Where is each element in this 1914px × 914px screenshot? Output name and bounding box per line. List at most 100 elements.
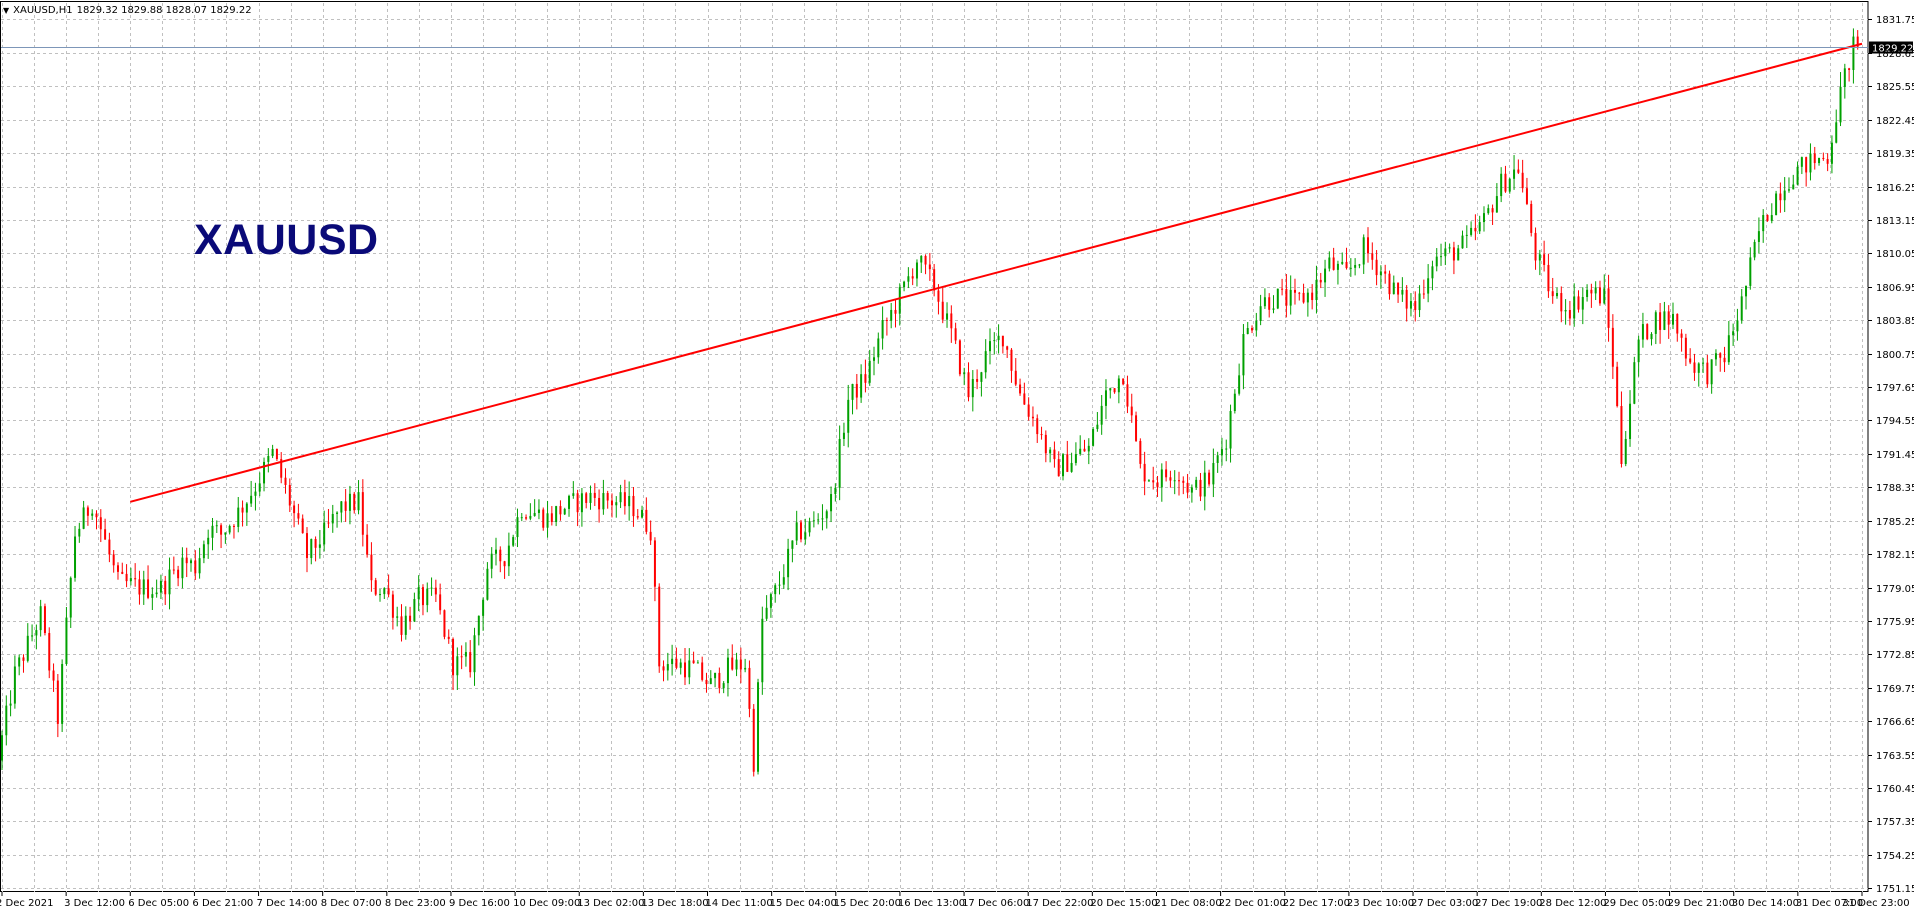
candle-body — [1298, 292, 1301, 294]
candle-body — [1676, 313, 1679, 334]
price-tick-label: 1810.05 — [1876, 249, 1914, 260]
candle-body — [374, 580, 377, 595]
candle — [572, 481, 575, 499]
candle-body — [1822, 157, 1825, 160]
candle-body — [666, 664, 669, 671]
candle — [1457, 244, 1460, 261]
candle — [69, 576, 72, 628]
candle — [645, 497, 648, 535]
candle — [1719, 352, 1722, 372]
candle-body — [817, 519, 820, 521]
candle-body — [1775, 193, 1778, 216]
candle-body — [91, 513, 94, 516]
candle-body — [275, 448, 278, 460]
candle — [675, 647, 678, 670]
candle-body — [1220, 449, 1223, 456]
candle — [1470, 221, 1473, 237]
candle — [748, 660, 751, 718]
candle — [48, 627, 51, 679]
candle — [1581, 287, 1584, 325]
candle — [9, 690, 12, 717]
candle-body — [1371, 253, 1374, 260]
candle-body — [602, 493, 605, 510]
candle-body — [589, 492, 592, 503]
candle — [619, 484, 622, 509]
candle — [782, 564, 785, 589]
candle — [881, 306, 884, 350]
candle — [336, 511, 339, 528]
triangle-down-icon[interactable]: ▼ — [3, 6, 10, 15]
candle — [855, 373, 858, 410]
candle — [1036, 414, 1039, 443]
candle-body — [263, 461, 266, 484]
candle — [774, 583, 777, 603]
candle — [331, 504, 334, 533]
candle — [864, 359, 867, 393]
candle — [920, 255, 923, 273]
candle — [340, 501, 343, 523]
candle — [812, 511, 815, 528]
candle — [825, 509, 828, 529]
candle-body — [842, 432, 845, 439]
candle-body — [9, 703, 12, 706]
price-tick-label: 1775.95 — [1876, 617, 1914, 628]
candle — [168, 557, 171, 610]
candle-body — [1066, 454, 1069, 472]
time-tick-label: 15 Dec 04:00 — [770, 898, 837, 909]
candle-body — [739, 659, 742, 670]
candle-body — [1345, 261, 1348, 269]
trend-layer[interactable] — [130, 42, 1863, 503]
candle-body — [18, 657, 21, 667]
candle-body — [1053, 449, 1056, 460]
candle — [499, 546, 502, 573]
candle — [159, 574, 162, 600]
candle-body — [782, 577, 785, 585]
candle-body — [924, 255, 927, 265]
candle — [580, 487, 583, 527]
candle — [1547, 253, 1550, 298]
candle — [1564, 299, 1567, 325]
candle-body — [353, 493, 356, 511]
candle-body — [997, 335, 1000, 341]
candle-body — [323, 522, 326, 545]
candle-body — [207, 537, 210, 545]
candle — [1624, 431, 1627, 467]
candle-body — [1392, 282, 1395, 295]
candle-body — [1783, 190, 1786, 201]
candle — [177, 565, 180, 587]
candle — [1208, 469, 1211, 487]
candle-body — [366, 534, 369, 555]
candle — [1130, 393, 1133, 423]
candle-body — [1173, 480, 1176, 482]
candle — [108, 532, 111, 563]
candle-body — [1848, 68, 1851, 71]
candle — [868, 349, 871, 386]
candle-body — [22, 657, 25, 661]
candle — [1775, 190, 1778, 216]
trendline[interactable] — [130, 42, 1863, 503]
candle-body — [1702, 362, 1705, 364]
candle — [842, 422, 845, 447]
candle — [1409, 293, 1412, 317]
candle — [1332, 247, 1335, 271]
candle — [348, 485, 351, 525]
candle-body — [82, 507, 85, 529]
candle-body — [245, 503, 248, 513]
candle — [172, 556, 175, 575]
candle-body — [568, 495, 571, 509]
candle — [709, 670, 712, 685]
candle — [447, 629, 450, 644]
time-tick-label: 27 Dec 03:00 — [1411, 898, 1478, 909]
candle-body — [1177, 480, 1180, 482]
candle — [851, 383, 854, 415]
candle-body — [1422, 293, 1425, 295]
candle — [1813, 146, 1816, 170]
candle — [1714, 349, 1717, 366]
price-tick-label: 1828.65 — [1876, 49, 1914, 60]
candle — [1143, 451, 1146, 496]
candle — [1556, 287, 1559, 299]
candle — [1710, 359, 1713, 394]
candle-body — [860, 374, 863, 398]
